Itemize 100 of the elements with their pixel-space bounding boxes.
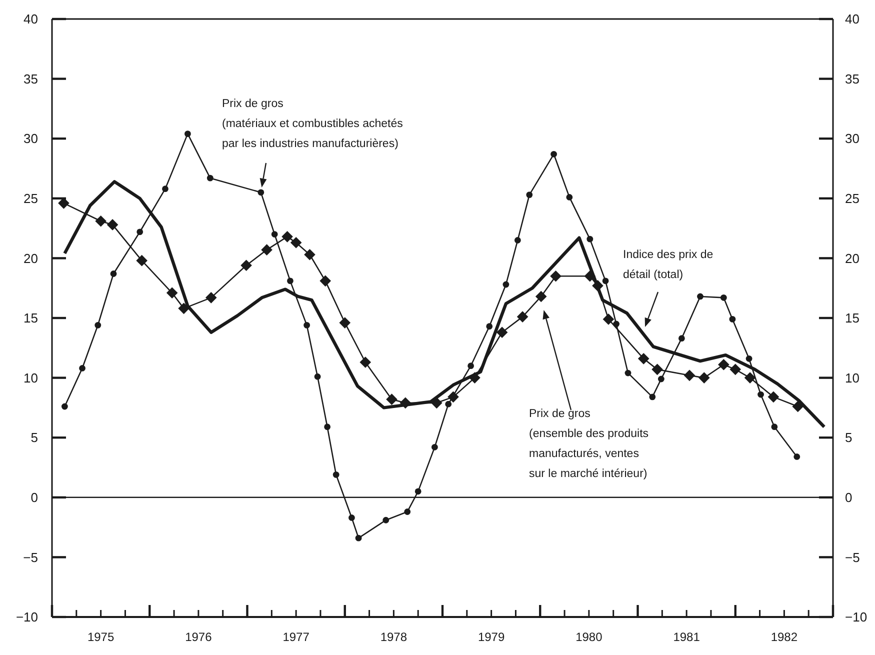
point <box>431 444 438 450</box>
y-tick-label: 40 <box>24 12 38 27</box>
point <box>486 323 493 330</box>
point <box>94 322 102 328</box>
point <box>166 287 178 299</box>
point <box>304 322 310 328</box>
point <box>414 488 422 495</box>
y-tick-label: 5 <box>30 430 38 446</box>
point <box>355 534 362 542</box>
point <box>698 372 710 384</box>
y2-tick-label: −5 <box>845 550 860 565</box>
point <box>282 231 293 242</box>
y2-tick-label: 20 <box>845 250 860 266</box>
point <box>386 394 398 405</box>
point <box>550 270 562 282</box>
point <box>729 316 736 322</box>
point <box>95 215 106 227</box>
point <box>110 270 117 277</box>
x-tick-label: 1978 <box>380 630 408 644</box>
y-tick-label: 15 <box>24 310 38 326</box>
point <box>314 373 321 380</box>
y2-tick-label: 40 <box>845 12 860 27</box>
point <box>514 237 521 244</box>
point <box>744 372 756 384</box>
point <box>638 353 650 364</box>
y-tick-label: 10 <box>24 370 38 386</box>
point <box>287 278 294 284</box>
point <box>348 514 355 521</box>
x-tick-label: 1975 <box>87 630 114 644</box>
point <box>162 186 168 192</box>
x-tick-label: 1981 <box>673 630 700 644</box>
y2-tick-label: 30 <box>845 131 860 146</box>
point <box>652 364 663 376</box>
point <box>771 424 778 430</box>
point <box>768 391 780 403</box>
point <box>332 471 340 478</box>
point <box>79 365 86 372</box>
point <box>792 400 804 412</box>
point <box>445 400 452 408</box>
point <box>697 293 704 300</box>
point <box>678 335 685 342</box>
point <box>205 292 217 304</box>
point <box>649 394 656 400</box>
point <box>448 391 459 403</box>
point <box>206 174 214 182</box>
y-tick-label: −10 <box>16 610 38 625</box>
y-tick-label: 20 <box>24 250 38 266</box>
x-tick-label: 1977 <box>282 630 310 644</box>
point <box>550 150 557 158</box>
point <box>684 370 696 382</box>
point <box>718 358 730 370</box>
point <box>730 364 742 376</box>
annotation: Indice des prix de détail (total) <box>623 249 714 281</box>
point <box>271 231 278 238</box>
point <box>382 516 390 524</box>
x-tick-label: 1980 <box>576 630 603 644</box>
y2-tick-label: 15 <box>845 310 860 326</box>
point <box>746 355 752 362</box>
point <box>324 424 330 430</box>
point <box>261 244 272 256</box>
point <box>258 189 264 196</box>
point <box>468 362 474 370</box>
x-tick-label: 1979 <box>478 630 505 644</box>
y2-tick-label: 10 <box>845 370 860 386</box>
point <box>624 370 632 376</box>
point <box>320 275 332 287</box>
y-tick-label: −5 <box>23 550 38 565</box>
y2-tick-label: 0 <box>845 490 852 505</box>
point <box>586 236 594 242</box>
point <box>502 281 510 288</box>
y2-tick-label: −10 <box>845 610 868 625</box>
point <box>106 219 118 230</box>
point <box>290 236 302 248</box>
y-tick-label: 25 <box>24 190 38 206</box>
point <box>516 311 528 322</box>
point <box>566 194 573 200</box>
y2-tick-label: 25 <box>845 190 860 206</box>
point <box>136 254 148 266</box>
point <box>758 391 764 398</box>
point <box>360 356 372 368</box>
point <box>184 130 191 138</box>
annotation: Prix de gros (matériaux et combustibles achetés par les industries manufacturières) <box>222 98 404 150</box>
point <box>339 317 351 328</box>
y-tick-label: 30 <box>24 131 38 146</box>
point <box>658 376 664 382</box>
point <box>136 228 144 236</box>
y-tick-label: 0 <box>30 490 38 505</box>
point <box>304 248 316 260</box>
point <box>404 508 411 515</box>
point <box>602 278 609 284</box>
annotation: Prix de gros (ensemble des produits manufacturés, ventes sur le marché intérieur) <box>529 408 649 480</box>
y2-tick-label: 35 <box>845 71 860 86</box>
point <box>602 314 614 325</box>
point <box>535 290 547 302</box>
point <box>526 192 533 198</box>
x-tick-label: 1982 <box>770 630 798 644</box>
point <box>720 294 727 301</box>
point <box>240 260 252 272</box>
y-tick-label: 35 <box>24 71 38 86</box>
point <box>61 403 68 410</box>
